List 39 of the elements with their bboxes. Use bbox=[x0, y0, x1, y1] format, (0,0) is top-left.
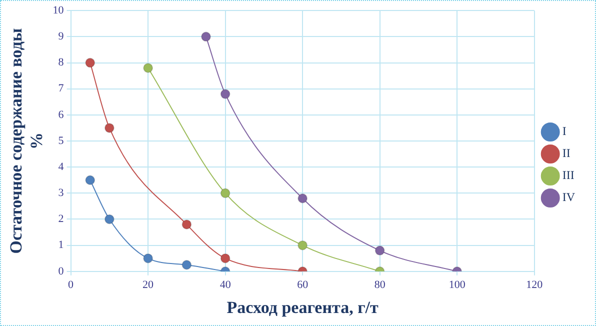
point bbox=[104, 122, 114, 133]
x-tick-label: 20 bbox=[142, 278, 154, 291]
y-tick-label: 2 bbox=[58, 213, 64, 226]
y-tick-label: 5 bbox=[58, 134, 64, 147]
point bbox=[220, 253, 230, 264]
y-tick-label: 6 bbox=[58, 108, 64, 121]
point bbox=[220, 89, 230, 100]
point bbox=[182, 260, 192, 270]
x-tick-label: 60 bbox=[297, 278, 309, 291]
point bbox=[374, 246, 385, 256]
point bbox=[182, 219, 192, 230]
point bbox=[298, 193, 308, 204]
point bbox=[85, 58, 96, 68]
legend-label: I bbox=[562, 124, 566, 138]
x-tick-label: 100 bbox=[448, 278, 466, 291]
point bbox=[220, 188, 230, 198]
point bbox=[104, 214, 114, 224]
y-tick-label: 3 bbox=[58, 187, 64, 200]
y-tick-label: 0 bbox=[58, 265, 64, 278]
y-tick-label: 7 bbox=[58, 82, 64, 95]
x-tick-label: 40 bbox=[220, 278, 232, 291]
point bbox=[85, 175, 96, 186]
legend-label: IV bbox=[562, 190, 576, 204]
x-tick-label: 120 bbox=[526, 278, 544, 291]
x-axis-title: Расход реагента, г/т bbox=[226, 298, 380, 318]
y-axis-title: Остаточное содержание воды % bbox=[6, 28, 46, 254]
y-tick-label: 4 bbox=[58, 160, 64, 173]
point bbox=[201, 32, 211, 42]
x-tick-label: 0 bbox=[68, 278, 74, 291]
y-tick-label: 8 bbox=[58, 56, 64, 69]
y-tick-label: 9 bbox=[58, 30, 64, 43]
y-tick-label: 1 bbox=[58, 239, 64, 252]
point bbox=[143, 62, 154, 73]
y-tick-label: 10 bbox=[52, 4, 64, 16]
x-tick-label: 80 bbox=[374, 278, 386, 291]
point bbox=[298, 240, 308, 250]
point bbox=[143, 253, 154, 264]
legend-label: III bbox=[562, 168, 574, 182]
legend-label: II bbox=[562, 146, 570, 160]
